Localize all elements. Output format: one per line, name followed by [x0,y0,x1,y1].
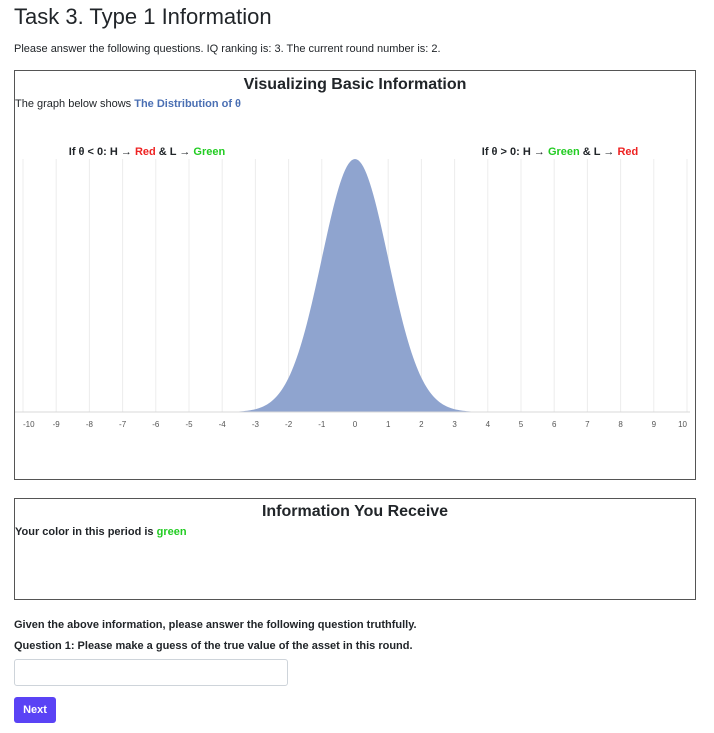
chart-x-tick-label: 7 [585,420,590,429]
chart-x-tick-label: 5 [519,420,524,429]
chart-x-tick-label: 3 [452,420,457,429]
chart-x-tick-label: -10 [23,420,35,429]
chart-x-tick-label: 8 [618,420,623,429]
rule-positive-prefix: If θ > 0: H → [482,146,548,158]
visualization-panel: Visualizing Basic Information The graph … [14,70,696,480]
question-1-label: Question 1: Please make a guess of the t… [14,640,413,652]
rule-negative-theta: If θ < 0: H → Red & L → Green [69,146,226,158]
graph-description-prefix: The graph below shows [15,98,135,110]
chart-x-tick-label: -6 [152,420,160,429]
chart-x-tick-label: -2 [285,420,293,429]
chart-x-tick-label: -9 [53,420,61,429]
information-panel: Information You Receive Your color in th… [14,498,696,600]
chart-x-tick-label: -1 [318,420,326,429]
received-color-prefix: Your color in this period is [15,526,157,538]
distribution-curve-area [23,159,687,412]
chart-x-tick-label: -5 [185,420,193,429]
rule-positive-second-color: Red [617,146,638,158]
chart-x-tick-label: 6 [552,420,557,429]
question-1-answer-input[interactable] [14,659,288,686]
chart-x-tick-label: -3 [252,420,260,429]
chart-x-tick-labels: -10 -9 -8 -7 -6 -5 -4 -3 -2 -1 0 1 2 3 4 5 6 7 8 9 10 [23,420,688,429]
page-title: Task 3. Type 1 Information [14,4,272,29]
rule-negative-second-color: Green [193,146,225,158]
next-button[interactable]: Next [14,697,56,723]
chart-gridlines [22,159,688,412]
intro-text: Please answer the following questions. I… [14,43,441,55]
rule-negative-prefix: If θ < 0: H → [69,146,135,158]
information-panel-title: Information You Receive [261,503,449,520]
distribution-chart: -10 -9 -8 -7 -6 -5 -4 -3 -2 -1 0 1 2 3 4 5 6 7 8 9 10 If θ <… [15,146,690,429]
rule-negative-middle: & L → [156,146,194,158]
chart-x-tick-label: 1 [386,420,391,429]
chart-x-tick-label: 10 [678,420,687,429]
distribution-highlight: The Distribution of θ [134,98,242,110]
rule-negative-first-color: Red [135,146,156,158]
rule-positive-first-color: Green [548,146,580,158]
received-color-value: green [156,526,187,538]
chart-x-tick-label: -7 [119,420,127,429]
chart-x-tick-label: -4 [219,420,227,429]
visualization-panel-title: Visualizing Basic Information [243,76,467,93]
question-instructions: Given the above information, please answ… [14,619,417,631]
chart-x-tick-label: 9 [652,420,657,429]
chart-x-tick-label: -8 [86,420,94,429]
chart-x-tick-label: 4 [486,420,491,429]
chart-x-tick-label: 0 [353,420,358,429]
graph-description: The graph below shows The Distribution o… [15,97,241,111]
rule-positive-theta: If θ > 0: H → Green & L → Red [482,146,638,158]
chart-x-tick-label: 2 [419,420,424,429]
rule-positive-middle: & L → [580,146,618,158]
received-color-text: Your color in this period is green [15,525,187,539]
